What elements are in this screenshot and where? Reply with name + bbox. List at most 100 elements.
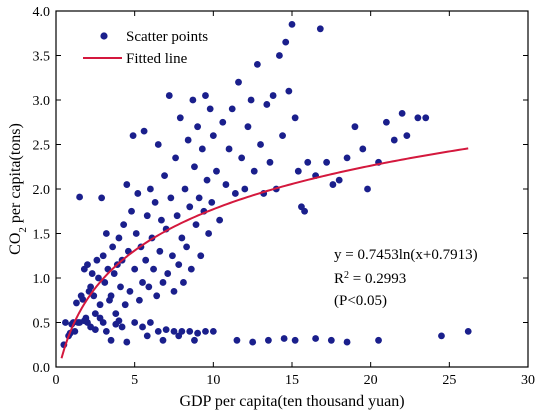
scatter-point	[172, 154, 179, 162]
y-tick-label: 3.0	[33, 94, 51, 109]
scatter-point	[96, 314, 104, 322]
scatter-point	[147, 319, 154, 326]
r-squared-value: = 0.2993	[349, 271, 406, 287]
scatter-point	[194, 123, 202, 131]
scatter-point	[183, 243, 190, 251]
r-squared: R2 = 0.2993	[334, 270, 406, 288]
scatter-point	[170, 287, 178, 295]
y-axis-title-main: CO	[7, 233, 24, 255]
scatter-point	[335, 176, 343, 184]
scatter-point	[129, 132, 137, 140]
scatter-point	[181, 185, 189, 193]
scatter-point	[99, 252, 107, 260]
y-tick-label: 4.0	[33, 5, 51, 20]
scatter-point	[154, 141, 162, 148]
scatter-point	[266, 158, 274, 166]
scatter-point	[235, 78, 242, 86]
scatter-point	[156, 247, 164, 255]
scatter-point	[143, 212, 151, 220]
scatter-point	[143, 332, 151, 340]
scatter-point	[95, 274, 102, 282]
scatter-point	[164, 270, 172, 277]
scatter-point	[222, 181, 230, 188]
scatter-point	[197, 252, 205, 260]
scatter-point	[93, 256, 101, 264]
scatter-point	[257, 141, 264, 148]
scatter-point	[390, 136, 398, 144]
scatter-point	[167, 194, 175, 202]
axis-ticks: 0 5 10 15 20 25 30 0.0 0.5 1.0 1.5 2.0 2.5 3.0 3.5 4.0	[33, 5, 536, 388]
scatter-point	[98, 194, 106, 202]
scatter-point	[327, 336, 335, 344]
scatter-point	[285, 87, 293, 95]
scatter-point	[140, 127, 148, 135]
scatter-point	[123, 338, 131, 346]
scatter-point	[132, 230, 140, 237]
scatter-point	[383, 118, 390, 126]
scatter-point	[186, 328, 194, 335]
r-squared-label: R	[334, 271, 344, 287]
y-tick-label: 2.5	[33, 139, 51, 154]
scatter-point	[269, 92, 277, 99]
scatter-point	[154, 328, 162, 335]
scatter-point	[161, 172, 168, 180]
scatter-point	[139, 279, 146, 286]
scatter-point	[123, 181, 131, 188]
scatter-point	[165, 92, 173, 99]
x-tick-label: 5	[131, 373, 138, 388]
scatter-point	[87, 283, 95, 291]
scatter-point	[158, 216, 165, 224]
scatter-point	[135, 296, 143, 304]
scatter-point	[189, 96, 197, 104]
scatter-point	[228, 105, 236, 113]
scatter-point	[202, 328, 209, 335]
r-squared-sup: 2	[344, 270, 349, 281]
scatter-point	[79, 295, 87, 303]
fitted-line	[60, 147, 469, 359]
y-tick-label: 2.0	[33, 183, 51, 198]
scatter-point	[80, 317, 88, 325]
scatter-point	[107, 292, 115, 300]
scatter-point	[247, 96, 255, 104]
scatter-point	[91, 310, 99, 317]
fit-annotation: y = 0.7453ln(x+0.7913) R2 = 0.2993 (P<0.…	[334, 247, 478, 309]
scatter-point	[176, 114, 184, 122]
scatter-point	[134, 190, 142, 197]
p-value: (P<0.05)	[334, 293, 387, 309]
scatter-point	[304, 158, 312, 166]
y-axis-title-rest: per capita(tons)	[7, 123, 24, 227]
y-axis-title: CO2 per capita(tons)	[7, 123, 29, 255]
scatter-point	[71, 328, 79, 335]
scatter-point	[194, 329, 202, 337]
scatter-point	[162, 326, 170, 334]
scatter-point	[208, 198, 216, 206]
scatter-point	[253, 61, 261, 68]
scatter-point	[249, 338, 257, 346]
scatter-point	[312, 335, 319, 342]
legend-scatter-marker	[100, 32, 108, 40]
scatter-point	[117, 283, 124, 291]
scatter-point	[403, 132, 411, 140]
scatter-point	[241, 185, 249, 193]
scatter-point	[110, 270, 118, 277]
scatter-point	[343, 154, 351, 162]
scatter-point	[244, 123, 252, 131]
x-tick-label: 30	[521, 373, 535, 388]
fit-equation: y = 0.7453ln(x+0.7913)	[334, 247, 478, 263]
legend-scatter-label: Scatter points	[126, 29, 208, 45]
scatter-point	[213, 167, 220, 175]
scatter-point	[96, 301, 104, 309]
scatter-point	[209, 132, 217, 140]
scatter-point	[464, 328, 472, 335]
scatter-point	[282, 38, 290, 46]
scatter-point	[184, 136, 192, 144]
scatter-point	[238, 154, 246, 162]
scatter-point	[159, 336, 167, 344]
scatter-point	[359, 145, 367, 153]
scatter-point	[112, 320, 120, 328]
scatter-point	[438, 332, 445, 340]
scatter-point	[73, 299, 80, 307]
scatter-point	[414, 114, 422, 122]
scatter-point	[147, 185, 154, 193]
